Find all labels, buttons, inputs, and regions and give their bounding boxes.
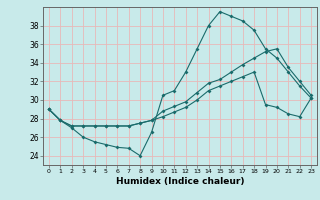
X-axis label: Humidex (Indice chaleur): Humidex (Indice chaleur) xyxy=(116,177,244,186)
